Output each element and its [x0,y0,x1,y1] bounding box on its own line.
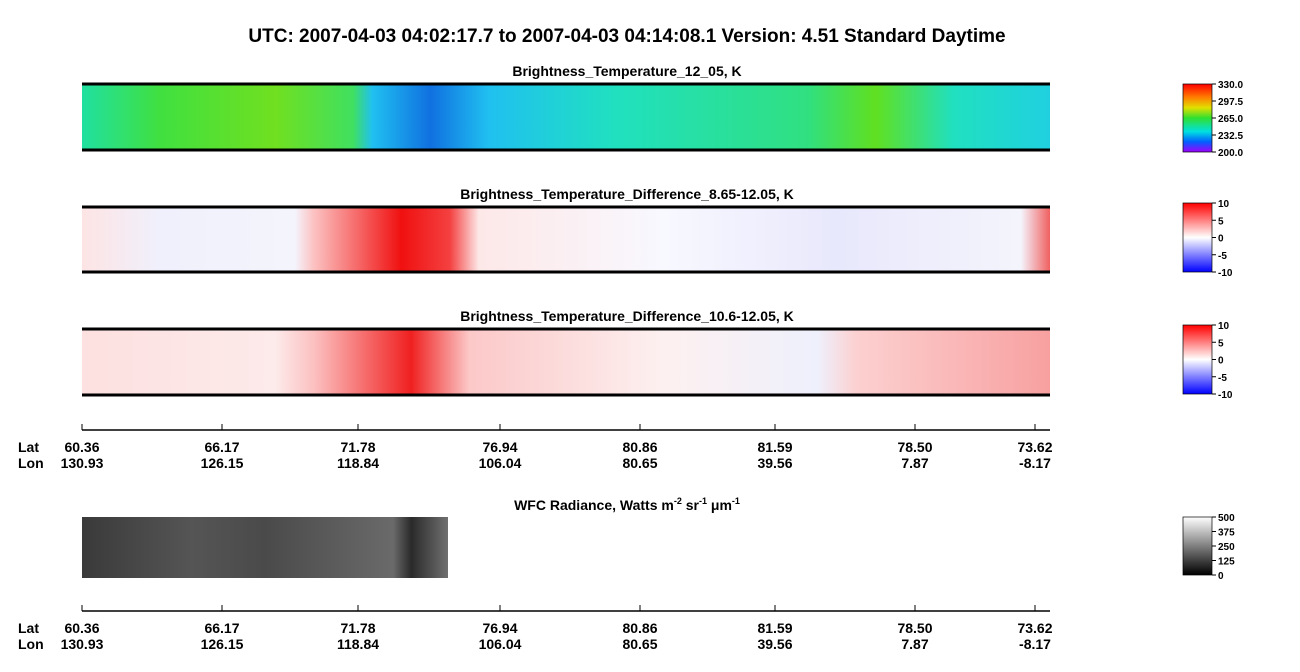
lat-value: 60.36 [64,439,99,455]
lon-value: 118.84 [337,636,379,652]
lat-value: 81.59 [757,439,792,455]
panel-title: Brightness_Temperature_Difference_10.6-1… [460,308,794,324]
colorbar-label: 10 [1218,199,1230,210]
lon-value: -8.17 [1019,455,1051,471]
lon-value: 39.56 [757,455,792,471]
lon-value: 126.15 [201,636,244,652]
lat-value: 76.94 [482,620,517,636]
panel-image [82,329,1050,395]
lat-label: Lat [18,439,39,455]
lat-value: 81.59 [757,620,792,636]
lat-value: 71.78 [340,620,375,636]
colorbar-label: -10 [1218,390,1233,401]
colorbar-label: 0 [1218,356,1224,367]
colorbar-label: -10 [1218,268,1233,279]
lon-value: -8.17 [1019,636,1051,652]
lat-value: 76.94 [482,439,517,455]
lat-label: Lat [18,620,39,636]
colorbar-label: 125 [1218,557,1235,568]
wfc-title-part: μm [707,497,732,513]
wfc-title-part: -1 [732,496,740,506]
panel-title: Brightness_Temperature_Difference_8.65-1… [460,186,794,202]
colorbar-label: 500 [1218,513,1235,524]
lon-label: Lon [18,455,44,471]
lat-value: 78.50 [897,439,932,455]
colorbar-label: 200.0 [1218,148,1243,159]
panel-image [82,84,1050,150]
colorbar [1182,324,1213,395]
wfc-title-part: -2 [674,496,682,506]
lon-value: 126.15 [201,455,244,471]
colorbar-label: 297.5 [1218,97,1243,108]
colorbar-label: 10 [1218,321,1230,332]
colorbar-label: 0 [1218,234,1224,245]
lon-value: 118.84 [337,455,379,471]
lon-value: 106.04 [479,636,522,652]
colorbar [1182,83,1213,153]
lat-value: 60.36 [64,620,99,636]
colorbar-label: 5 [1218,338,1224,349]
wfc-title-part: WFC Radiance, Watts m [514,497,674,513]
lon-value: 7.87 [901,455,928,471]
colorbar-label: 0 [1218,571,1224,582]
wfc-title-part: sr [682,497,700,513]
panel-title: Brightness_Temperature_12_05, K [512,63,741,79]
wfc-title-part: -1 [699,496,707,506]
wfc-image [82,517,448,578]
colorbar-label: 265.0 [1218,114,1243,125]
panel-image [82,207,1050,272]
colorbar-label: 330.0 [1218,80,1243,91]
lon-value: 39.56 [757,636,792,652]
colorbar-label: 232.5 [1218,131,1243,142]
lat-value: 66.17 [204,439,239,455]
lon-value: 130.93 [61,455,104,471]
lat-value: 66.17 [204,620,239,636]
lon-value: 7.87 [901,636,928,652]
lon-label: Lon [18,636,44,652]
header-title: UTC: 2007-04-03 04:02:17.7 to 2007-04-03… [248,26,1005,47]
lat-value: 71.78 [340,439,375,455]
lon-value: 80.65 [622,455,657,471]
colorbar-label: 375 [1218,528,1235,539]
colorbar [1182,516,1213,576]
colorbar [1182,202,1213,273]
lon-value: 130.93 [61,636,104,652]
lat-value: 78.50 [897,620,932,636]
lat-value: 73.62 [1017,620,1052,636]
colorbar-label: -5 [1218,373,1227,384]
colorbar-label: 5 [1218,216,1224,227]
lon-value: 106.04 [479,455,522,471]
wfc-title: WFC Radiance, Watts m-2 sr-1 μm-1 [514,496,740,513]
lat-value: 80.86 [622,439,657,455]
lat-value: 73.62 [1017,439,1052,455]
lat-value: 80.86 [622,620,657,636]
lon-value: 80.65 [622,636,657,652]
colorbar-label: 250 [1218,542,1235,553]
colorbar-label: -5 [1218,251,1227,262]
